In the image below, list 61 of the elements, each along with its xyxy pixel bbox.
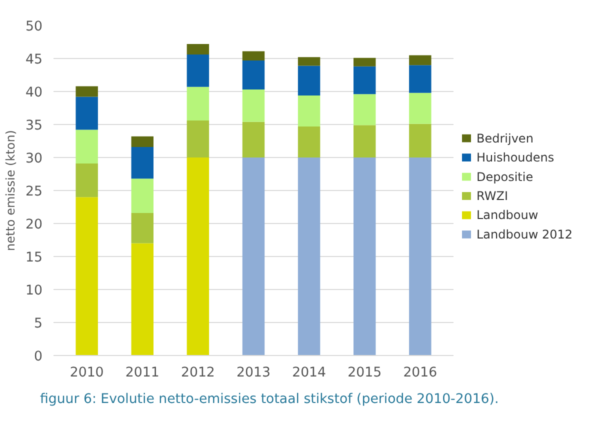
bar [409, 158, 432, 356]
x-tick-label: 2015 [348, 366, 382, 380]
legend-label: RWZI [476, 189, 508, 203]
bar [186, 54, 210, 87]
bar [354, 66, 376, 94]
bar [298, 66, 320, 96]
bar [242, 90, 265, 122]
bar [76, 197, 98, 356]
bar [131, 243, 154, 356]
bar [298, 158, 320, 356]
bar [409, 124, 432, 158]
y-tick-label: 5 [34, 316, 43, 332]
bar [76, 163, 98, 198]
bar [186, 120, 210, 158]
legend-label: Landbouw [476, 208, 538, 222]
bar [186, 44, 210, 55]
bar [409, 65, 432, 93]
bar [354, 158, 376, 356]
bar [131, 136, 154, 147]
y-tick-label: 35 [26, 118, 43, 134]
y-tick-label: 0 [34, 350, 43, 364]
x-tick-label: 2014 [292, 366, 326, 380]
y-tick-label: 40 [26, 86, 43, 100]
bar [298, 57, 320, 66]
y-tick-label: 30 [26, 152, 43, 166]
x-tick-label: 2010 [70, 366, 104, 380]
bar [76, 96, 98, 130]
bar [76, 130, 98, 164]
y-tick-label: 20 [26, 218, 43, 232]
bar [131, 146, 154, 179]
bar [242, 122, 265, 158]
legend-label: Depositie [476, 170, 534, 184]
text: figuur 6: Evolutie netto-emissies totaal stikstof (periode 2010-2016). [40, 391, 499, 409]
y-tick-label: 15 [26, 250, 43, 266]
bar [186, 86, 210, 121]
x-tick-label: 2013 [236, 366, 270, 380]
x-tick-label: 2016 [403, 366, 438, 380]
bar [354, 125, 376, 158]
legend-label: Bedrijven [476, 131, 534, 146]
bar [409, 92, 432, 124]
x-tick-label: 2012 [180, 366, 215, 380]
legend-label: Huishoudens [476, 150, 554, 165]
bar [242, 51, 265, 60]
bar [354, 58, 376, 66]
legend-label: Landbouw 2012 [476, 227, 572, 242]
x-tick-label: 2011 [125, 366, 160, 380]
y-axis-title: netto emissie (kton) [4, 130, 18, 251]
bar [242, 60, 265, 90]
bar [298, 95, 320, 126]
bar [354, 94, 376, 126]
bar [186, 158, 210, 356]
bar [242, 158, 265, 356]
y-tick-label: 10 [26, 284, 43, 298]
bar [131, 178, 154, 213]
y-tick-label: 25 [26, 184, 43, 200]
bar [298, 126, 320, 158]
bar [131, 212, 154, 244]
bar [409, 55, 432, 66]
bar [76, 86, 98, 97]
y-tick-label: 45 [26, 52, 43, 68]
y-tick-label: 50 [26, 20, 43, 34]
